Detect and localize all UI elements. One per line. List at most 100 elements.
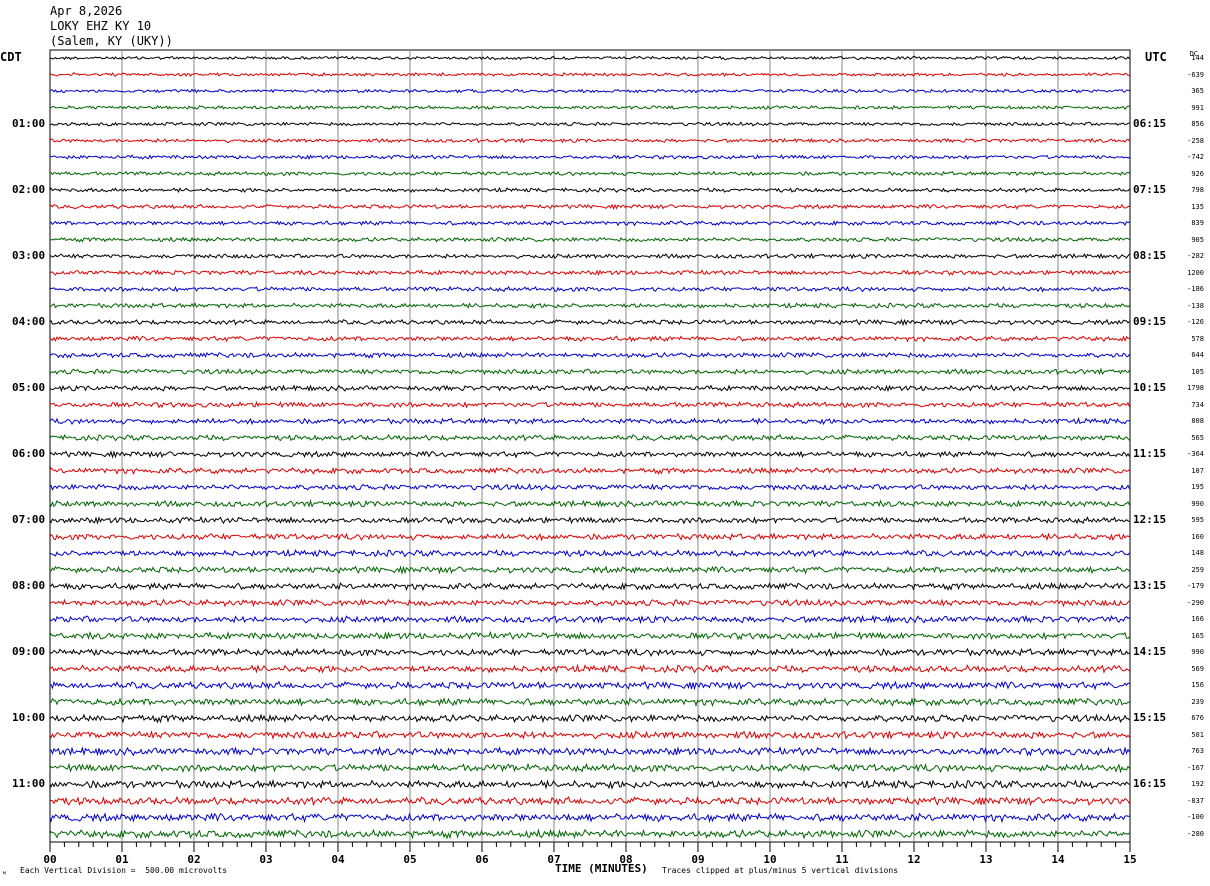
dc-offset-value: 839 [1191,219,1204,228]
dc-offset-value: 565 [1191,433,1204,442]
trace-line [49,680,1130,691]
dc-offset-value: -290 [1187,598,1204,607]
dc-offset-value: 156 [1191,681,1204,690]
left-hour-label: 01:00 [12,117,46,131]
left-hour-label: 10:00 [12,711,46,725]
trace-line [49,515,1130,525]
x-tick-label: 01 [115,853,129,866]
trace-line [49,532,1130,542]
dc-offset-value: 365 [1191,87,1204,96]
left-hour-label: 03:00 [12,249,46,263]
trace-line [49,367,1130,376]
right-hour-label: 12:15 [1133,513,1167,527]
header-date: Apr 8,2026 [50,4,123,18]
dc-offset-value: 1798 [1187,384,1204,393]
trace-line [49,203,1130,211]
trace-line [49,154,1130,161]
dc-offset-value: -282 [1187,252,1204,261]
dc-offset-value: 569 [1191,664,1204,673]
trace-line [49,170,1130,177]
dc-offset-value: 676 [1191,714,1204,723]
dc-offset-value: -639 [1187,70,1204,79]
right-hour-label: 10:15 [1133,381,1167,395]
dc-offset-value: 1200 [1187,268,1204,277]
dc-offset-value: -742 [1187,153,1204,162]
trace-line [49,236,1130,243]
left-hour-label: 04:00 [12,315,46,329]
trace-line [49,548,1130,558]
left-hour-label: 08:00 [12,579,46,593]
right-hour-label: 08:15 [1133,249,1167,263]
x-axis-label: TIME (MINUTES) [555,862,648,875]
dc-offset-value: 808 [1191,417,1204,426]
x-tick-label: 09 [691,853,705,866]
right-hour-label: 14:15 [1133,645,1167,659]
x-tick-label: 02 [187,853,201,866]
dc-offset-value: 148 [1191,549,1204,558]
trace-line [49,88,1130,94]
x-tick-label: 05 [403,853,417,866]
right-hour-label: 09:15 [1133,315,1167,329]
dc-offset-value: 734 [1191,400,1204,409]
x-tick-label: 04 [331,853,345,866]
dc-offset-value: 160 [1191,532,1204,541]
dc-offset-value: 501 [1191,730,1204,739]
trace-line [49,186,1130,194]
dc-offset-value: 578 [1191,334,1204,343]
trace-line [49,417,1130,426]
trace-line [49,498,1130,509]
x-tick-label: 10 [763,853,777,866]
dc-offset-value: 990 [1191,648,1204,657]
right-hour-label: 16:15 [1133,777,1167,791]
dc-offset-value: 991 [1191,103,1204,112]
trace-line [49,433,1130,442]
trace-line [49,450,1130,459]
dc-offset-value: 192 [1191,780,1204,789]
dc-offset-value: 926 [1191,169,1204,178]
header-station: LOKY EHZ KY 10 [50,19,152,33]
trace-line [49,565,1130,575]
dc-offset-value: 135 [1191,202,1204,211]
scale-note: Each Vertical Division = 500.00 microvol… [20,866,228,875]
trace-line [49,713,1130,724]
dc-offset-value: -100 [1187,813,1204,822]
dc-offset-value: 144 [1191,54,1204,62]
dc-offset-value: -179 [1187,582,1204,591]
dc-label: DC [1189,50,1198,58]
dc-offset-value: -186 [1187,285,1204,294]
right-timezone-label: UTC [1145,50,1167,64]
dc-offset-value: 166 [1191,615,1204,624]
trace-line [49,384,1130,393]
trace-line [49,663,1130,674]
trace-line [49,269,1130,277]
dc-offset-value: -258 [1187,136,1204,145]
right-hour-label: 13:15 [1133,579,1167,593]
trace-line [49,466,1130,476]
trace-line [49,795,1130,807]
trace-line [49,220,1130,227]
x-tick-label: 15 [1123,853,1137,866]
trace-line [49,121,1130,127]
corner-mark: ᴹ [2,870,7,879]
left-timezone-label: CDT [0,50,22,64]
dc-offset-value: 644 [1191,351,1204,360]
trace-line [49,483,1130,492]
dc-offset-value: 856 [1191,120,1204,129]
trace-line [49,630,1130,641]
dc-offset-value: -280 [1187,830,1204,838]
left-hour-label: 05:00 [12,381,46,395]
x-tick-label: 07 [547,853,561,866]
x-tick-label: 12 [907,853,921,866]
x-tick-label: 11 [835,853,849,866]
trace-line [49,104,1130,111]
right-hour-label: 15:15 [1133,711,1167,725]
dc-offset-value: 798 [1191,186,1204,195]
right-hour-label: 07:15 [1133,183,1167,197]
dc-offset-value: 905 [1191,235,1204,244]
dc-offset-value: 107 [1191,466,1204,475]
dc-offset-value: 259 [1191,565,1204,574]
header-location: (Salem, KY (UKY)) [50,34,173,48]
trace-line [49,137,1130,144]
trace-line [49,598,1130,608]
